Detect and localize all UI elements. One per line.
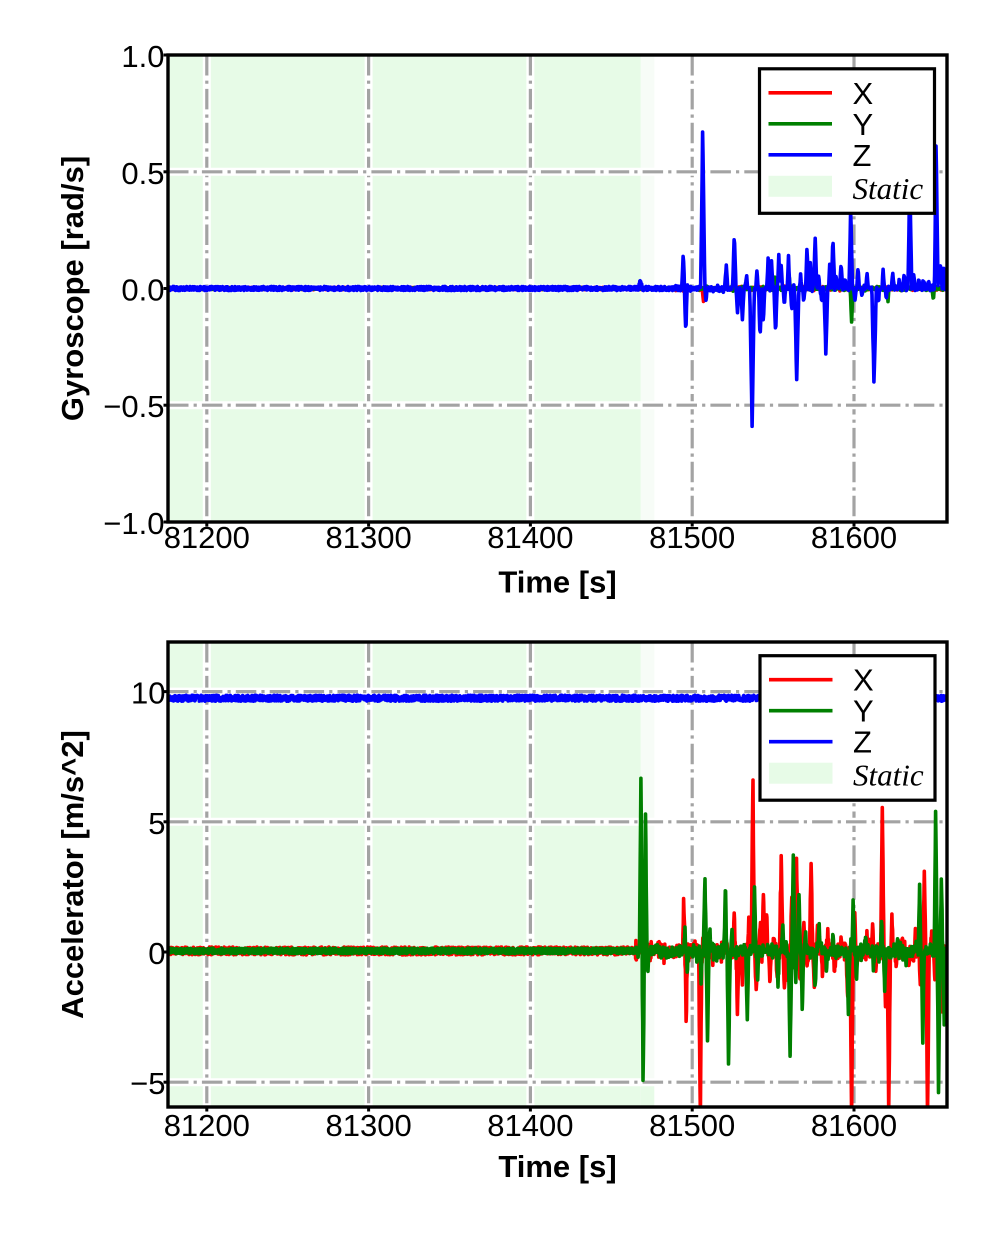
svg-text:0.0: 0.0: [121, 273, 164, 308]
svg-text:0: 0: [148, 936, 165, 971]
svg-text:−5: −5: [130, 1066, 165, 1101]
svg-text:Static: Static: [853, 171, 924, 206]
svg-text:5: 5: [148, 806, 165, 841]
svg-text:81500: 81500: [649, 1108, 735, 1143]
svg-text:0.5: 0.5: [121, 156, 164, 191]
svg-text:81400: 81400: [487, 1108, 573, 1143]
svg-text:Y: Y: [853, 107, 874, 142]
svg-text:81300: 81300: [325, 1108, 411, 1143]
svg-text:Time [s]: Time [s]: [498, 565, 616, 600]
svg-text:Z: Z: [853, 725, 872, 760]
svg-text:81200: 81200: [164, 520, 250, 555]
svg-text:−1.0: −1.0: [103, 506, 164, 541]
svg-text:Static: Static: [853, 758, 924, 793]
svg-text:Gyroscope [rad/s]: Gyroscope [rad/s]: [55, 156, 90, 421]
svg-text:81300: 81300: [325, 520, 411, 555]
svg-text:81500: 81500: [649, 520, 735, 555]
svg-text:81200: 81200: [164, 1108, 250, 1143]
svg-text:1.0: 1.0: [121, 39, 164, 74]
svg-text:Y: Y: [853, 694, 874, 729]
svg-text:Time [s]: Time [s]: [498, 1149, 616, 1184]
svg-text:X: X: [853, 76, 874, 111]
svg-text:10: 10: [131, 676, 165, 711]
svg-text:81600: 81600: [811, 520, 897, 555]
svg-text:Accelerator [m/s^2]: Accelerator [m/s^2]: [55, 730, 90, 1019]
svg-text:81600: 81600: [811, 1108, 897, 1143]
svg-text:X: X: [853, 663, 874, 698]
svg-text:Z: Z: [853, 138, 872, 173]
svg-text:81400: 81400: [487, 520, 573, 555]
svg-text:−0.5: −0.5: [103, 389, 164, 424]
